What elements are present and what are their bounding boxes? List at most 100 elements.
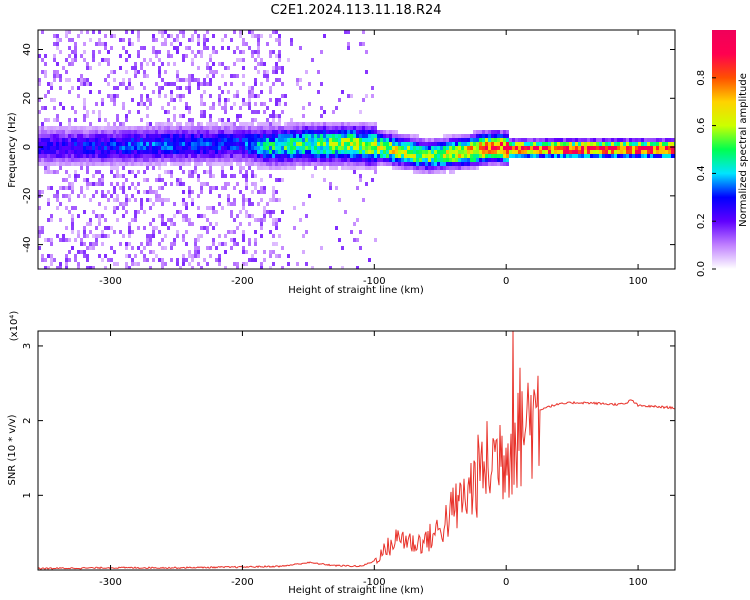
spectrogram-cell: [278, 66, 281, 70]
spectrogram-cell: [44, 138, 47, 142]
spectrogram-cell: [401, 142, 404, 146]
spectrogram-cell: [269, 134, 272, 138]
spectrogram-cell: [344, 150, 347, 154]
spectrogram-cell: [476, 154, 479, 158]
spectrogram-cell: [119, 130, 122, 134]
spectrogram-cell: [200, 122, 203, 126]
spectrogram-cell: [116, 142, 119, 146]
spectrogram-cell: [167, 126, 170, 130]
spectrogram-cell: [188, 170, 191, 174]
spectrogram-cell: [272, 194, 275, 198]
spectrogram-cell: [245, 198, 248, 202]
spectrogram-cell: [617, 138, 620, 142]
spectrogram-cell: [410, 134, 413, 138]
spectrogram-cell: [365, 146, 368, 150]
spectrogram-cell: [113, 138, 116, 142]
spectrogram-cell: [251, 30, 254, 34]
spectrogram-cell: [344, 210, 347, 214]
spectrogram-cell: [182, 154, 185, 158]
spectrogram-cell: [425, 150, 428, 154]
spectrogram-cell: [281, 66, 284, 70]
spectrogram-cell: [452, 150, 455, 154]
spectrogram-cell: [389, 158, 392, 162]
spectrogram-cell: [299, 134, 302, 138]
spectrogram-cell: [524, 154, 527, 158]
spectrogram-cell: [176, 258, 179, 262]
spectrogram-cell: [452, 138, 455, 142]
spectrogram-cell: [269, 122, 272, 126]
spectrogram-cell: [158, 138, 161, 142]
spectrogram-cell: [443, 146, 446, 150]
spectrogram-cell: [41, 106, 44, 110]
spectrogram-cell: [62, 154, 65, 158]
spectrogram-cell: [281, 150, 284, 154]
spectrogram-cell: [239, 150, 242, 154]
spectrogram-cell: [263, 258, 266, 262]
spectrogram-cell: [83, 134, 86, 138]
spectrogram-cell: [206, 62, 209, 66]
spectrogram-cell: [308, 134, 311, 138]
spectrogram-cell: [143, 126, 146, 130]
spectrogram-cell: [89, 154, 92, 158]
spectrogram-cell: [194, 238, 197, 242]
spectrogram-cell: [263, 62, 266, 66]
spectrogram-cell: [161, 218, 164, 222]
spectrogram-cell: [59, 238, 62, 242]
spectrogram-cell: [638, 146, 641, 150]
spectrogram-cell: [203, 154, 206, 158]
spectrogram-cell: [152, 142, 155, 146]
spectrogram-cell: [293, 138, 296, 142]
spectrogram-cell: [344, 130, 347, 134]
spectrogram-cell: [56, 190, 59, 194]
spectrogram-cell: [251, 86, 254, 90]
spectrogram-cell: [332, 158, 335, 162]
spectrogram-cell: [107, 50, 110, 54]
spectrogram-cell: [179, 126, 182, 130]
spectrogram-cell: [614, 146, 617, 150]
spectrogram-cell: [224, 158, 227, 162]
spectrogram-cell: [83, 150, 86, 154]
spectrogram-cell: [209, 190, 212, 194]
spectrogram-cell: [620, 150, 623, 154]
spectrogram-cell: [161, 150, 164, 154]
spectrogram-cell: [308, 150, 311, 154]
spectrogram-cell: [212, 210, 215, 214]
spectrogram-cell: [305, 154, 308, 158]
spectrogram-cell: [500, 146, 503, 150]
spectrogram-cell: [623, 150, 626, 154]
spectrogram-cell: [161, 142, 164, 146]
spectrogram-cell: [134, 254, 137, 258]
spectrogram-cell: [473, 162, 476, 166]
spectrogram-cell: [80, 130, 83, 134]
spectrogram-cell: [56, 150, 59, 154]
spectrogram-cell: [116, 158, 119, 162]
spectrogram-cell: [254, 58, 257, 62]
spectrogram-cell: [548, 138, 551, 142]
spectrogram-cell: [41, 130, 44, 134]
spectrogram-cell: [131, 142, 134, 146]
spectrogram-cell: [110, 134, 113, 138]
spectrogram-cell: [257, 202, 260, 206]
spectrogram-cell: [104, 118, 107, 122]
spectrogram-cell: [71, 142, 74, 146]
spectrogram-cell: [146, 130, 149, 134]
spectrogram-cell: [254, 34, 257, 38]
spectrogram-cell: [185, 258, 188, 262]
spectrogram-cell: [230, 146, 233, 150]
spectrogram-cell: [47, 82, 50, 86]
spectrogram-cell: [95, 154, 98, 158]
spectrogram-cell: [254, 78, 257, 82]
spectrogram-cell: [260, 190, 263, 194]
spectrogram-cell: [92, 134, 95, 138]
spectrogram-cell: [383, 134, 386, 138]
spectrogram-cell: [425, 166, 428, 170]
spectrogram-cell: [248, 138, 251, 142]
spectrogram-cell: [254, 126, 257, 130]
spectrogram-cell: [293, 166, 296, 170]
spectrogram-cell: [200, 110, 203, 114]
spectrogram-cell: [143, 134, 146, 138]
spectrogram-cell: [353, 146, 356, 150]
spectrogram-cell: [233, 126, 236, 130]
spectrogram-cell: [143, 210, 146, 214]
spectrogram-cell: [137, 170, 140, 174]
